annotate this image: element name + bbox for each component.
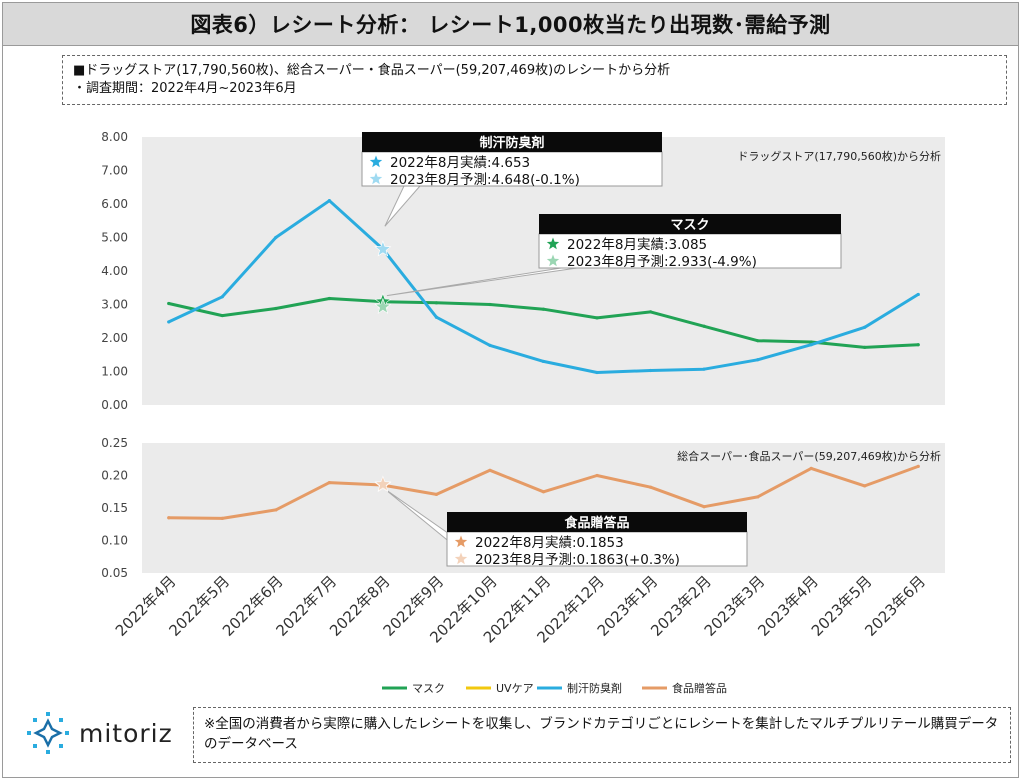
y-tick-label: 5.00 [101,231,128,245]
data-point [702,324,706,328]
callout-body [361,151,663,187]
data-point [220,295,224,299]
callout-title: マスク [670,218,709,233]
data-point [863,345,867,349]
y-tick-label: 3.00 [101,298,128,312]
data-point [595,473,599,478]
callout-forecast-text: 2023年8月予測:2.933(-4.9%) [567,254,757,270]
source-note: 総合スーパー･食品スーパー(59,207,469枚)から分析 [677,449,941,463]
data-point [488,302,492,307]
callout-forecast-star [369,172,383,185]
data-point [541,359,546,364]
data-point [756,339,760,343]
data-point [702,505,706,509]
data-point [327,481,331,485]
data-point [809,466,813,470]
legend-label: UVケア [496,682,534,695]
logo-text: mitoriz [79,718,173,748]
callout-actual-text: 2022年8月実績:0.1853 [475,535,624,551]
callout-actual-star [454,535,468,548]
data-point [648,368,653,373]
y-tick-label: 7.00 [101,164,128,178]
y-tick-label: 0.15 [101,501,128,515]
callout-actual-star [546,237,560,250]
callout-header [447,512,747,532]
data-point [541,490,546,494]
note-line-2: ・調査期間：2022年4月~2023年6月 [73,81,297,96]
data-point [434,315,439,319]
data-point [916,343,920,347]
forecast-star-marker [374,297,392,314]
data-point [488,343,492,347]
mitoriz-logo-icon [27,712,69,754]
note-line-1: ■ドラッグストア(17,790,560枚)、総合スーパー・食品スーパー(59,2… [73,63,671,78]
data-point [274,306,278,311]
footer-note: ※全国の消費者から実際に購入したレシートを収集し、ブランドカテゴリごとにレシート… [193,707,1011,763]
callout-actual-text: 2022年8月実績:3.085 [567,237,707,253]
y-tick-label: 0.00 [101,398,128,412]
data-point [274,508,278,512]
callout-forecast-star [546,254,560,267]
data-point [327,296,331,301]
data-point [167,516,171,520]
y-tick-label: 0.20 [101,469,128,483]
callout-header [539,214,841,234]
y-tick-label: 0.10 [101,534,128,548]
data-point [274,235,278,240]
y-tick-label: 6.00 [101,197,128,211]
y-tick-label: 8.00 [101,130,128,144]
callout-header [362,132,662,152]
data-point [648,310,653,314]
callout-forecast-text: 2023年8月予測:4.648(-0.1%) [390,172,580,188]
legend-label: 食品贈答品 [672,681,727,695]
data-point [541,307,546,311]
source-note: ドラッグストア(17,790,560枚)から分析 [737,149,941,163]
callout-title: 食品贈答品 [564,515,629,531]
forecast-star-marker [374,240,392,257]
callout-forecast-star [454,552,468,565]
data-point [167,320,171,324]
data-point [916,292,920,297]
data-point [756,358,760,362]
data-point [756,495,760,499]
mitoriz-logo: mitoriz [25,710,173,756]
y-tick-label: 4.00 [101,264,128,278]
data-point [863,325,867,329]
data-point [809,340,813,344]
callout-actual-text: 2022年8月実績:4.653 [390,155,530,171]
survey-note: ■ドラッグストア(17,790,560枚)、総合スーパー・食品スーパー(59,2… [62,55,1007,105]
data-point [595,316,599,320]
y-tick-label: 1.00 [101,365,128,379]
data-point [702,367,706,371]
data-point [434,492,439,496]
data-point [167,301,171,306]
legend-label: 制汗防臭剤 [567,681,622,695]
y-tick-label: 0.05 [101,566,128,580]
y-tick-label: 2.00 [101,331,128,345]
data-point [863,484,867,488]
callout-title: 制汗防臭剤 [479,135,544,151]
data-point [220,313,224,318]
data-point [434,301,439,305]
y-tick-label: 0.25 [101,436,128,450]
data-point [809,343,813,347]
page-title: 図表6）レシート分析： レシート1,000枚当たり出現数･需給予測 [3,3,1018,46]
data-point [220,516,224,521]
data-point [648,485,653,489]
data-point [488,468,492,472]
data-point [327,199,331,203]
legend-label: マスク [412,682,445,695]
callout-body [538,233,842,269]
callout-actual-star [369,155,383,168]
forecast-star-marker [374,475,392,492]
callout-forecast-text: 2023年8月予測:0.1863(+0.3%) [475,552,680,568]
data-point [916,464,920,468]
data-point [595,370,599,375]
callout-body [446,531,748,567]
